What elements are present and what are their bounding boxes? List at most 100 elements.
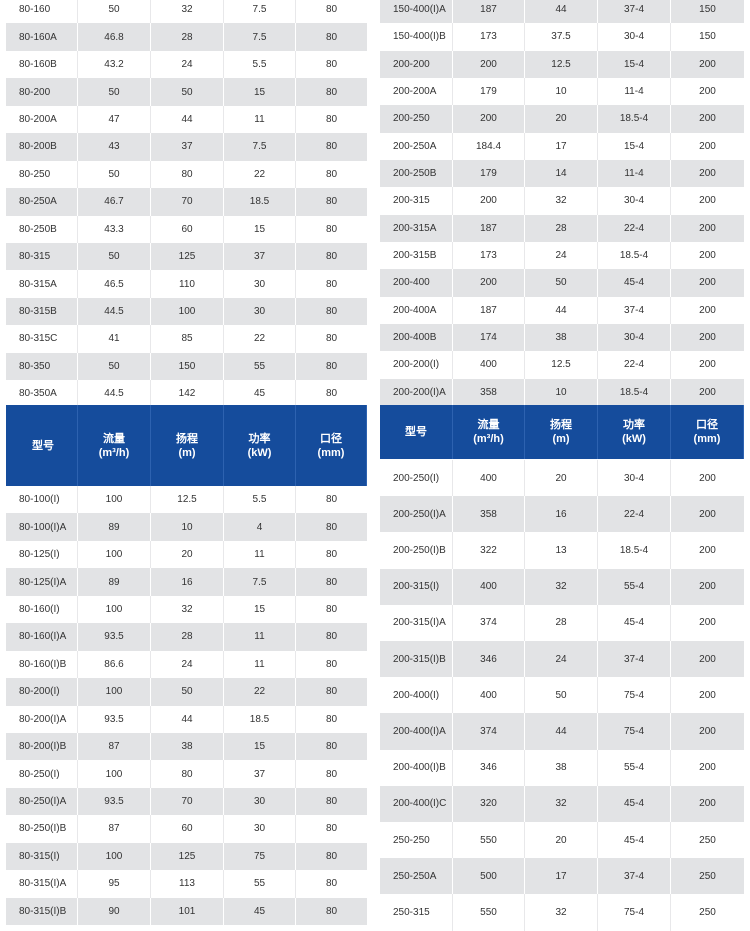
cell-head: 32 xyxy=(151,0,224,24)
cell-diameter: 80 xyxy=(325,141,338,153)
cell-head: 50 xyxy=(151,78,224,106)
table-row: 250-250 550 20 45-4 250 xyxy=(380,822,744,859)
cell-model: 200-400(I)C xyxy=(380,785,453,822)
cell-diameter: 200 xyxy=(699,798,716,810)
cell-model: 80-250 xyxy=(6,160,78,189)
cell-flow: 184.4 xyxy=(453,132,525,160)
header-head-label: 扬程 xyxy=(550,419,572,431)
cell-head: 10 xyxy=(525,77,598,106)
table-row: 250-250A 500 17 37-4 250 xyxy=(380,858,744,895)
header-diameter-label: 口径 xyxy=(320,432,342,445)
table-row: 80-250(I)B 87 60 30 80 xyxy=(6,815,367,843)
cell-power: 30-4 xyxy=(598,323,671,352)
cell-power: 30 xyxy=(224,787,296,816)
cell-head: 10 xyxy=(525,378,598,406)
header-flow-unit: (m³/h) xyxy=(473,433,504,445)
cell-flow: 187 xyxy=(453,0,525,24)
cell-flow: 187 xyxy=(453,296,525,324)
cell-flow: 89 xyxy=(78,513,151,541)
cell-flow: 320 xyxy=(453,785,525,822)
table-row: 200-400(I)A 374 44 75-4 200 xyxy=(380,713,744,750)
cell-model: 200-315(I) xyxy=(380,568,453,605)
cell-flow: 50 xyxy=(78,0,151,24)
cell-diameter: 200 xyxy=(699,250,716,262)
cell-power: 15 xyxy=(224,78,296,106)
table-row: 200-250B 179 14 11-4 200 xyxy=(380,159,744,188)
cell-model: 200-200A xyxy=(380,77,453,106)
cell-head: 24 xyxy=(151,650,224,679)
table-row: 80-350A 44.5 142 45 80 xyxy=(6,380,367,408)
table-row: 200-315B 173 24 18.5-4 200 xyxy=(380,241,744,270)
table-row: 80-200(I) 100 50 22 80 xyxy=(6,678,367,706)
cell-model: 200-250(I)A xyxy=(380,496,453,533)
cell-model: 80-160B xyxy=(6,50,78,79)
header-head-unit: (m) xyxy=(552,433,570,445)
cell-flow: 93.5 xyxy=(78,705,151,733)
cell-power: 11 xyxy=(224,650,296,679)
cell-flow: 50 xyxy=(78,352,151,381)
cell-diameter: 80 xyxy=(325,4,338,16)
cell-diameter: 80 xyxy=(325,768,338,780)
cell-flow: 46.7 xyxy=(78,188,151,216)
cell-model: 80-200(I) xyxy=(6,678,78,706)
cell-power: 75-4 xyxy=(598,677,671,714)
cell-model: 80-160(I)B xyxy=(6,650,78,679)
cell-power: 55-4 xyxy=(598,749,671,786)
table-row: 80-100(I)A 89 10 4 80 xyxy=(6,513,367,541)
cell-diameter: 80 xyxy=(325,251,338,263)
cell-power: 5.5 xyxy=(224,486,296,514)
cell-diameter: 200 xyxy=(699,544,716,556)
cell-model: 80-100(I) xyxy=(6,486,78,514)
cell-flow: 100 xyxy=(78,760,151,788)
table-row: 80-125(I) 100 20 11 80 xyxy=(6,540,367,569)
cell-flow: 200 xyxy=(453,269,525,297)
table-row: 80-315A 46.5 110 30 80 xyxy=(6,270,367,298)
cell-flow: 43.3 xyxy=(78,215,151,243)
cell-power: 18.5 xyxy=(224,188,296,216)
cell-diameter: 80 xyxy=(325,494,338,506)
cell-flow: 400 xyxy=(453,460,525,497)
cell-head: 20 xyxy=(151,540,224,569)
cell-diameter: 200 xyxy=(699,472,716,484)
table-row: 80-315(I) 100 125 75 80 xyxy=(6,842,367,871)
table-row: 200-250(I) 400 20 30-4 200 xyxy=(380,460,744,497)
cell-model: 150-400(I)A xyxy=(380,0,453,24)
cell-flow: 358 xyxy=(453,378,525,406)
cell-power: 11 xyxy=(224,623,296,651)
table-row: 80-125(I)A 89 16 7.5 80 xyxy=(6,568,367,596)
cell-head: 70 xyxy=(151,787,224,816)
cell-power: 30-4 xyxy=(598,23,671,51)
cell-model: 80-200(I)A xyxy=(6,705,78,733)
cell-flow: 550 xyxy=(453,822,525,859)
cell-power: 15 xyxy=(224,595,296,624)
table-row: 200-200(I) 400 12.5 22-4 200 xyxy=(380,351,744,379)
table-row: 80-315B 44.5 100 30 80 xyxy=(6,297,367,326)
cell-head: 50 xyxy=(151,678,224,706)
cell-diameter: 200 xyxy=(699,725,716,737)
cell-power: 7.5 xyxy=(224,0,296,24)
cell-model: 80-315(I) xyxy=(6,842,78,871)
cell-diameter: 250 xyxy=(699,834,716,846)
cell-head: 24 xyxy=(151,50,224,79)
table-row: 200-400(I) 400 50 75-4 200 xyxy=(380,677,744,714)
table-row: 80-200(I)B 87 38 15 80 xyxy=(6,732,367,761)
cell-model: 80-160(I)A xyxy=(6,623,78,651)
table-row: 80-200(I)A 93.5 44 18.5 80 xyxy=(6,705,367,733)
cell-flow: 86.6 xyxy=(78,650,151,679)
cell-diameter: 80 xyxy=(325,113,338,125)
cell-power: 5.5 xyxy=(224,50,296,79)
cell-flow: 187 xyxy=(453,214,525,242)
cell-diameter: 200 xyxy=(699,332,716,344)
cell-diameter: 80 xyxy=(325,59,338,71)
cell-diameter: 150 xyxy=(699,4,716,16)
cell-flow: 346 xyxy=(453,641,525,678)
cell-power: 22-4 xyxy=(598,351,671,379)
cell-diameter: 80 xyxy=(325,878,338,890)
cell-head: 12.5 xyxy=(151,486,224,514)
cell-model: 200-250 xyxy=(380,105,453,133)
cell-flow: 93.5 xyxy=(78,623,151,651)
cell-model: 200-250(I)B xyxy=(380,532,453,569)
header-flow-label: 流量 xyxy=(477,419,500,431)
cell-model: 80-350A xyxy=(6,380,78,408)
cell-flow: 200 xyxy=(453,187,525,215)
